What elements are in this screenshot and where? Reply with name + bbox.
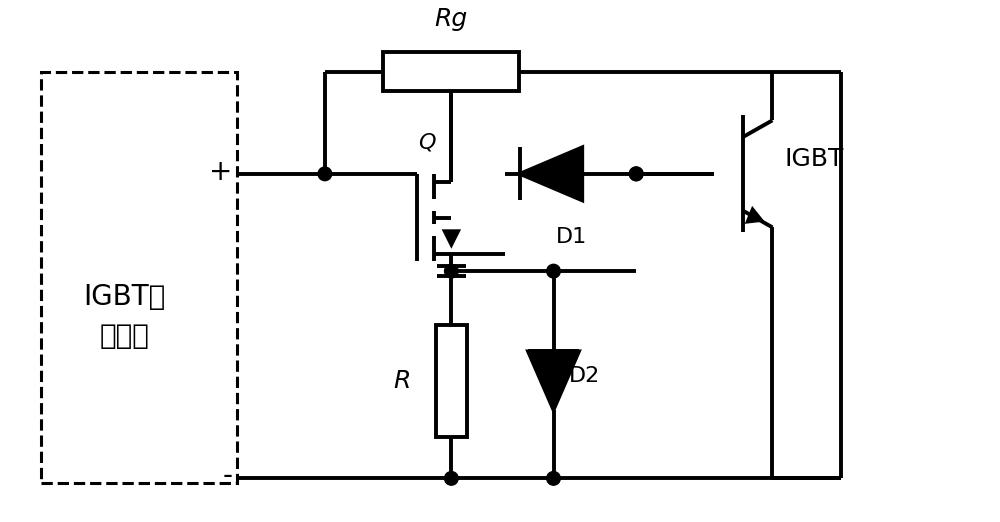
Polygon shape <box>442 229 461 249</box>
Text: +: + <box>209 158 232 186</box>
Polygon shape <box>745 206 765 224</box>
Text: IGBT: IGBT <box>784 147 843 171</box>
Bar <box>383 52 519 91</box>
Text: -: - <box>222 462 232 490</box>
Circle shape <box>318 167 332 181</box>
Circle shape <box>445 471 458 485</box>
Bar <box>436 325 467 436</box>
Text: D1: D1 <box>556 228 587 247</box>
Circle shape <box>547 264 560 278</box>
Bar <box>41 72 237 483</box>
Polygon shape <box>528 351 579 410</box>
Text: IGBT驱
动电路: IGBT驱 动电路 <box>83 283 166 350</box>
Circle shape <box>547 471 560 485</box>
Text: Rg: Rg <box>435 7 468 31</box>
Circle shape <box>629 167 643 181</box>
Circle shape <box>629 167 643 181</box>
Text: D2: D2 <box>569 366 600 386</box>
Circle shape <box>445 264 458 278</box>
Polygon shape <box>520 147 582 200</box>
Text: R: R <box>393 369 410 393</box>
Text: Q: Q <box>418 133 436 152</box>
